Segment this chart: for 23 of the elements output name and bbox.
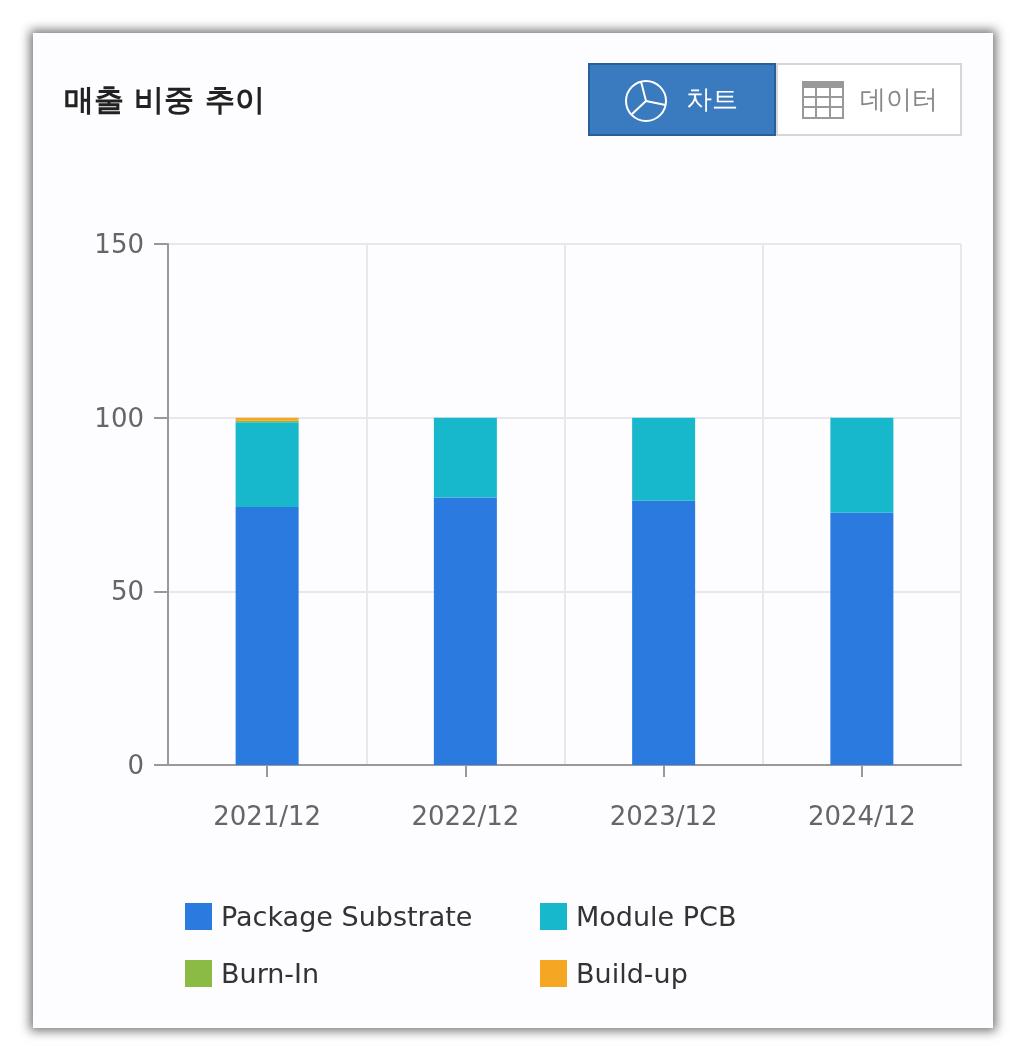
x-tick-label: 2022/12 [411, 801, 520, 831]
bar [830, 512, 894, 765]
legend-label: Module PCB [576, 901, 737, 932]
legend-label: Burn-In [221, 958, 320, 989]
chart-title: 매출 비중 추이 [64, 81, 265, 119]
x-tick-label: 2021/12 [213, 801, 322, 831]
bar [433, 497, 497, 765]
y-tick-label: 100 [94, 402, 144, 433]
x-tick-label: 2024/12 [807, 801, 916, 831]
table-toggle-button[interactable]: 데이터 [776, 63, 962, 136]
bar [830, 417, 894, 513]
legend-label: Package Substrate [221, 901, 473, 932]
bar [632, 417, 696, 501]
bar [235, 422, 299, 507]
y-tick-label: 0 [127, 750, 144, 780]
legend-label: Build-up [576, 958, 688, 989]
bar [433, 417, 497, 498]
bar [632, 500, 696, 765]
x-tick-label: 2023/12 [609, 801, 718, 831]
y-tick-label: 150 [94, 229, 144, 259]
y-tick-label: 50 [110, 576, 144, 607]
bar [235, 506, 299, 765]
chart-toggle-button[interactable]: 차트 [588, 63, 776, 136]
